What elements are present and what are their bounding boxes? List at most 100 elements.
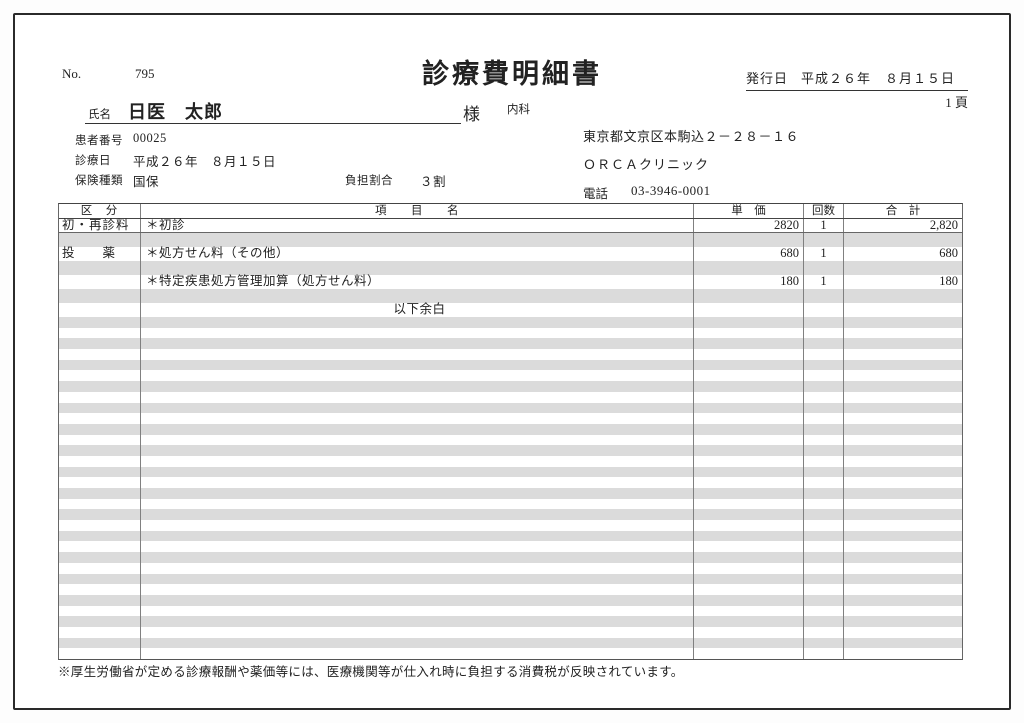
cell-category: 投 薬: [59, 246, 141, 261]
patient-name: 日医 太郎: [128, 102, 223, 122]
table-row: [59, 413, 962, 424]
insurance-type-label: 保険種類: [75, 175, 123, 187]
cell-unit-price: [694, 488, 804, 499]
cell-category: [59, 541, 141, 553]
table-row: [59, 327, 962, 339]
cell-count: [804, 594, 844, 606]
table-row: [59, 338, 962, 350]
table-body: 初・再診料 ＊初診 2820 1 2,820 投 薬＊処方せん料（その他） 680 1 680 ＊…: [59, 218, 962, 659]
cell-category: [59, 317, 141, 328]
cell-count: [804, 552, 844, 563]
page-title: 診療費明細書: [422, 59, 602, 89]
cell-unit-price: [694, 648, 804, 659]
cell-count: [804, 562, 844, 574]
cell-item: [141, 616, 694, 627]
table-row: [59, 584, 962, 595]
cell-count: [804, 233, 844, 247]
cell-total: [844, 584, 962, 595]
cell-unit-price: [694, 562, 804, 574]
table-row: [59, 423, 962, 435]
cell-unit-price: [694, 530, 804, 542]
cell-unit-price: [694, 413, 804, 424]
table-row: [59, 616, 962, 627]
issue-date-label: 発行日: [746, 71, 789, 86]
cell-category: [59, 359, 141, 371]
cell-item: [141, 317, 694, 328]
table-row: 初・再診料 ＊初診 2820 1 2,820: [59, 218, 962, 233]
cell-item: 以下余白: [141, 302, 694, 317]
cell-item: [141, 594, 694, 606]
cell-item: [141, 605, 694, 617]
cell-count: [804, 327, 844, 339]
cell-unit-price: [694, 423, 804, 435]
cell-category: [59, 338, 141, 350]
cell-total: [844, 638, 962, 649]
table-row: [59, 261, 962, 275]
cell-unit-price: [694, 584, 804, 595]
cell-unit-price: [694, 370, 804, 382]
cell-item: ＊初診: [141, 218, 694, 232]
cell-item: [141, 423, 694, 435]
table-row: 以下余白: [59, 302, 962, 317]
cell-total: [844, 531, 962, 542]
cell-item: [141, 498, 694, 510]
cell-count: [804, 303, 844, 317]
cell-unit-price: [694, 261, 804, 275]
cell-total: 680: [939, 246, 958, 260]
table-row: [59, 498, 962, 510]
cell-category: [59, 594, 141, 606]
cell-total: [844, 328, 962, 339]
cell-total: [844, 233, 962, 247]
cell-item: [141, 289, 694, 303]
visit-date-value: 平成２６年 ８月１５日: [133, 155, 277, 169]
cell-total: [844, 349, 962, 360]
cell-count: [804, 338, 844, 350]
cell-item: [141, 637, 694, 649]
cell-count: [804, 648, 844, 659]
cell-unit-price: [694, 477, 804, 488]
cell-item: [141, 520, 694, 531]
header-category: 区 分: [59, 204, 141, 218]
cell-item: [141, 562, 694, 574]
cell-category: [59, 233, 141, 247]
patient-name-label: 氏名: [88, 109, 111, 121]
cell-category: [59, 509, 141, 521]
cell-category: [59, 488, 141, 499]
table-row: [59, 445, 962, 456]
cell-total: [844, 541, 962, 552]
cell-total: [844, 381, 962, 392]
cell-total: [844, 317, 962, 328]
cell-category: [59, 520, 141, 531]
cell-total: [844, 616, 962, 627]
cell-item: [141, 370, 694, 382]
cell-count: [804, 573, 844, 585]
table-row: [59, 648, 962, 659]
header-item: 項 目 名: [141, 204, 694, 218]
cell-item: [141, 349, 694, 360]
cell-total: [844, 360, 962, 371]
name-underline: [85, 123, 461, 124]
cell-total: [844, 403, 962, 414]
table-row: [59, 594, 962, 606]
cell-count: 1: [804, 218, 844, 232]
department: 内科: [507, 104, 530, 116]
cell-category: [59, 391, 141, 403]
patient-no-label: 患者番号: [75, 135, 123, 147]
table-row: [59, 359, 962, 371]
cell-category: [59, 423, 141, 435]
cell-count: [804, 488, 844, 499]
cell-category: [59, 626, 141, 638]
cell-item: [141, 626, 694, 638]
table-row: [59, 562, 962, 574]
cell-unit-price: [694, 509, 804, 521]
table-header-row: 区 分 項 目 名 単 価 回数 合 計: [59, 204, 962, 219]
cell-count: [804, 637, 844, 649]
cell-category: [59, 445, 141, 456]
cell-category: [59, 455, 141, 467]
cell-unit-price: [694, 594, 804, 606]
table-row: [59, 541, 962, 553]
cell-total: [844, 477, 962, 488]
table-row: [59, 434, 962, 446]
cell-count: [804, 477, 844, 488]
cell-item: [141, 541, 694, 553]
